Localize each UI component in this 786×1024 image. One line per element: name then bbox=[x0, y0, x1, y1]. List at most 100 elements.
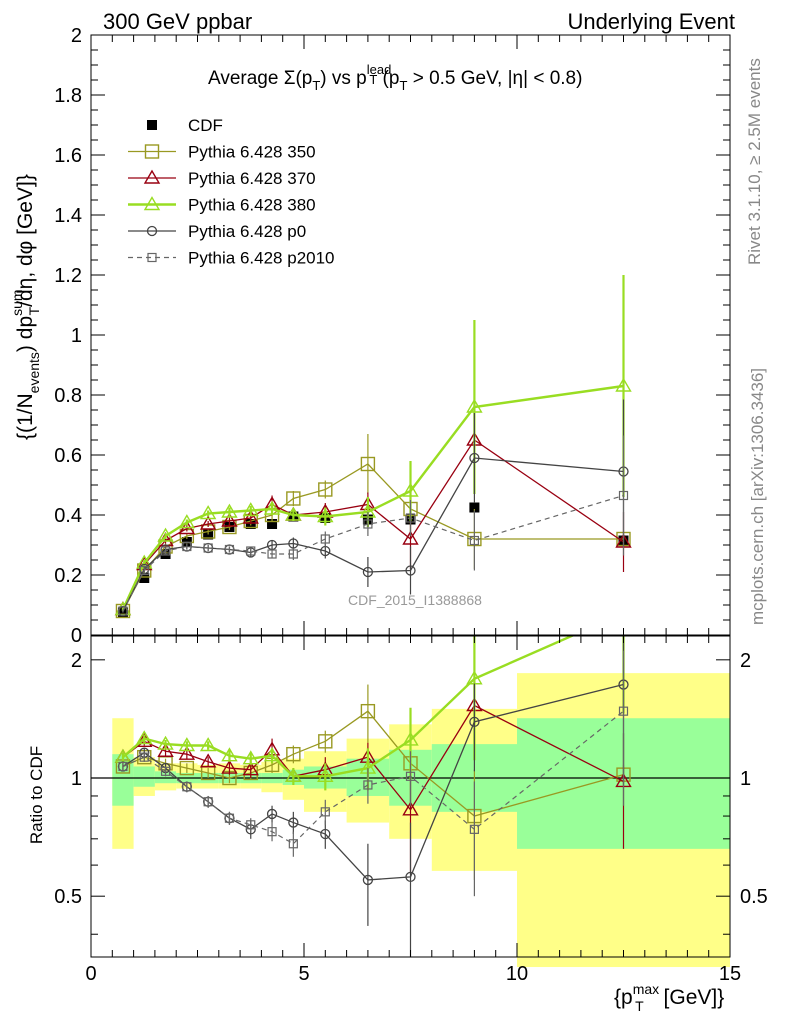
series-line-p350 bbox=[122, 463, 624, 612]
x-axis-label-b: [GeV]} bbox=[658, 986, 725, 1009]
y-axis-label-b: ) dp bbox=[14, 316, 37, 352]
ratio-point-p2010 bbox=[224, 813, 235, 823]
series-p370 bbox=[114, 395, 632, 616]
series-p2010 bbox=[118, 435, 629, 616]
side-label-mcplots: mcplots.cern.ch [arXiv:1306.3436] bbox=[748, 368, 767, 625]
point-p2010 bbox=[139, 565, 149, 576]
ratio-point-p380 bbox=[285, 767, 302, 783]
point-p2010 bbox=[288, 549, 298, 559]
main-panel: CDF_2015_I1388868 0 0.2 0.4 0.6 0.8 1 1.2 1.4 1.… bbox=[54, 25, 731, 647]
point-p380 bbox=[263, 500, 281, 515]
header-left: 300 GeV ppbar bbox=[103, 9, 252, 34]
legend-item-cdf: CDF bbox=[147, 116, 223, 135]
ratio-point-p0 bbox=[288, 817, 299, 828]
point-p2010 bbox=[118, 606, 128, 616]
chart-title-sub-t3: T bbox=[399, 78, 407, 93]
ratio-point-p2010 bbox=[405, 771, 416, 781]
ratio-point-p380 bbox=[242, 750, 259, 765]
legend-item-p2010: Pythia 6.428 p2010 bbox=[128, 249, 335, 268]
side-label-rivet: Rivet 3.1.10, ≥ 2.5M events bbox=[745, 58, 764, 265]
legend-label-p0: Pythia 6.428 p0 bbox=[188, 222, 306, 241]
ratio-point-p370 bbox=[242, 761, 259, 776]
ratio-point-p380 bbox=[221, 747, 238, 762]
ratio-point-p2010 bbox=[203, 797, 213, 807]
point-p2010 bbox=[160, 546, 171, 556]
legend-marker-cdf bbox=[147, 120, 157, 130]
point-p370 bbox=[402, 530, 419, 545]
legend-item-p380: Pythia 6.428 380 bbox=[128, 196, 316, 215]
y-axis-label-a: {(1/N bbox=[14, 393, 37, 440]
point-p2010 bbox=[203, 543, 213, 553]
ratio-point-p2010 bbox=[267, 827, 277, 837]
series-line-p2010 bbox=[122, 494, 624, 612]
y-tick-label-main: 0 bbox=[71, 625, 82, 647]
ratio-point-p350 bbox=[318, 734, 333, 749]
ratio-point-p2010 bbox=[469, 824, 479, 834]
ratio-line-p370 bbox=[122, 704, 624, 811]
point-p380 bbox=[178, 514, 196, 529]
point-p350 bbox=[115, 603, 131, 619]
point-p2010 bbox=[405, 513, 416, 523]
y-tick-label-ratio: 0.5 bbox=[54, 886, 82, 908]
legend: CDF Pythia 6.428 350 Pythia 6.428 370 Pythi… bbox=[128, 116, 335, 268]
band-inner bbox=[154, 771, 177, 784]
legend-item-p370: Pythia 6.428 370 bbox=[128, 169, 316, 188]
point-p2010 bbox=[182, 541, 192, 552]
ratio-point-p2010 bbox=[182, 782, 192, 792]
legend-marker-p2010 bbox=[147, 252, 157, 263]
point-cdf bbox=[469, 502, 480, 513]
ratio-panel: 0.5 0.5 1 1 2 2 0 5 10 15 bbox=[54, 635, 768, 985]
legend-marker-p370 bbox=[143, 169, 161, 184]
band-inner bbox=[133, 766, 155, 787]
ratio-point-p2010 bbox=[160, 766, 171, 776]
point-p0 bbox=[469, 452, 480, 464]
y-tick-label-main: 0.8 bbox=[54, 385, 82, 407]
series-line-p370 bbox=[122, 439, 624, 610]
ratio-point-p350 bbox=[179, 760, 195, 776]
y-tick-label-main: 1.2 bbox=[54, 265, 82, 287]
series-p380 bbox=[114, 275, 632, 616]
ratio-point-p0 bbox=[320, 828, 331, 840]
point-p350 bbox=[318, 482, 333, 497]
point-p2010 bbox=[363, 519, 373, 529]
ratio-point-p0 bbox=[362, 874, 374, 886]
ratio-point-p2010 bbox=[320, 807, 330, 817]
legend-marker-p380 bbox=[143, 196, 161, 211]
y-tick-label-ratio-right: 1 bbox=[740, 768, 751, 790]
y-axis-label-sub-t: T bbox=[26, 306, 42, 315]
chart-title-post2: > 0.5 GeV, |η| < 0.8) bbox=[407, 68, 582, 89]
chart-title-post: (p bbox=[377, 68, 399, 89]
y-tick-label-main: 2 bbox=[71, 25, 82, 47]
legend-item-p0: Pythia 6.428 p0 bbox=[128, 222, 306, 241]
x-axis-label: {pmax T [GeV]} bbox=[614, 981, 724, 1014]
x-tick-label: 5 bbox=[298, 963, 309, 985]
point-p380 bbox=[317, 508, 334, 523]
y-tick-label-main: 1 bbox=[71, 325, 82, 347]
ratio-point-p380 bbox=[157, 735, 174, 750]
x-axis-label-sup-max: max bbox=[633, 981, 659, 997]
y-tick-label-ratio: 2 bbox=[71, 650, 82, 672]
ratio-point-p0 bbox=[405, 871, 416, 883]
ratio-point-p2010 bbox=[246, 820, 256, 830]
chart-title-sup-lead: lead bbox=[367, 62, 392, 77]
ratio-point-p370 bbox=[402, 801, 419, 816]
y-tick-label-ratio-right: 0.5 bbox=[740, 886, 768, 908]
x-tick-label: 15 bbox=[719, 963, 741, 985]
point-p2010 bbox=[618, 490, 629, 501]
y-axis-label-sub-events: events bbox=[26, 352, 42, 393]
y-tick-label-main: 1.6 bbox=[54, 145, 82, 167]
y-axis-label-sup-sum: sum bbox=[9, 289, 25, 315]
legend-marker-p350 bbox=[144, 144, 160, 159]
chart-title-sigma: Σ(p bbox=[284, 68, 313, 89]
chart-title-mid: ) vs p bbox=[320, 68, 366, 89]
y-tick-label-main: 0.2 bbox=[54, 565, 82, 587]
chart-title-pre: Average bbox=[208, 68, 284, 89]
legend-marker-p0 bbox=[146, 225, 158, 237]
point-p2010 bbox=[224, 544, 235, 555]
ratio-point-p380 bbox=[178, 737, 196, 752]
ratio-point-p370 bbox=[199, 753, 217, 768]
ratio-point-p370 bbox=[157, 742, 174, 757]
y-axis-label-ratio: Ratio to CDF bbox=[27, 746, 46, 844]
point-p380 bbox=[466, 398, 483, 413]
point-cdf bbox=[267, 519, 278, 529]
